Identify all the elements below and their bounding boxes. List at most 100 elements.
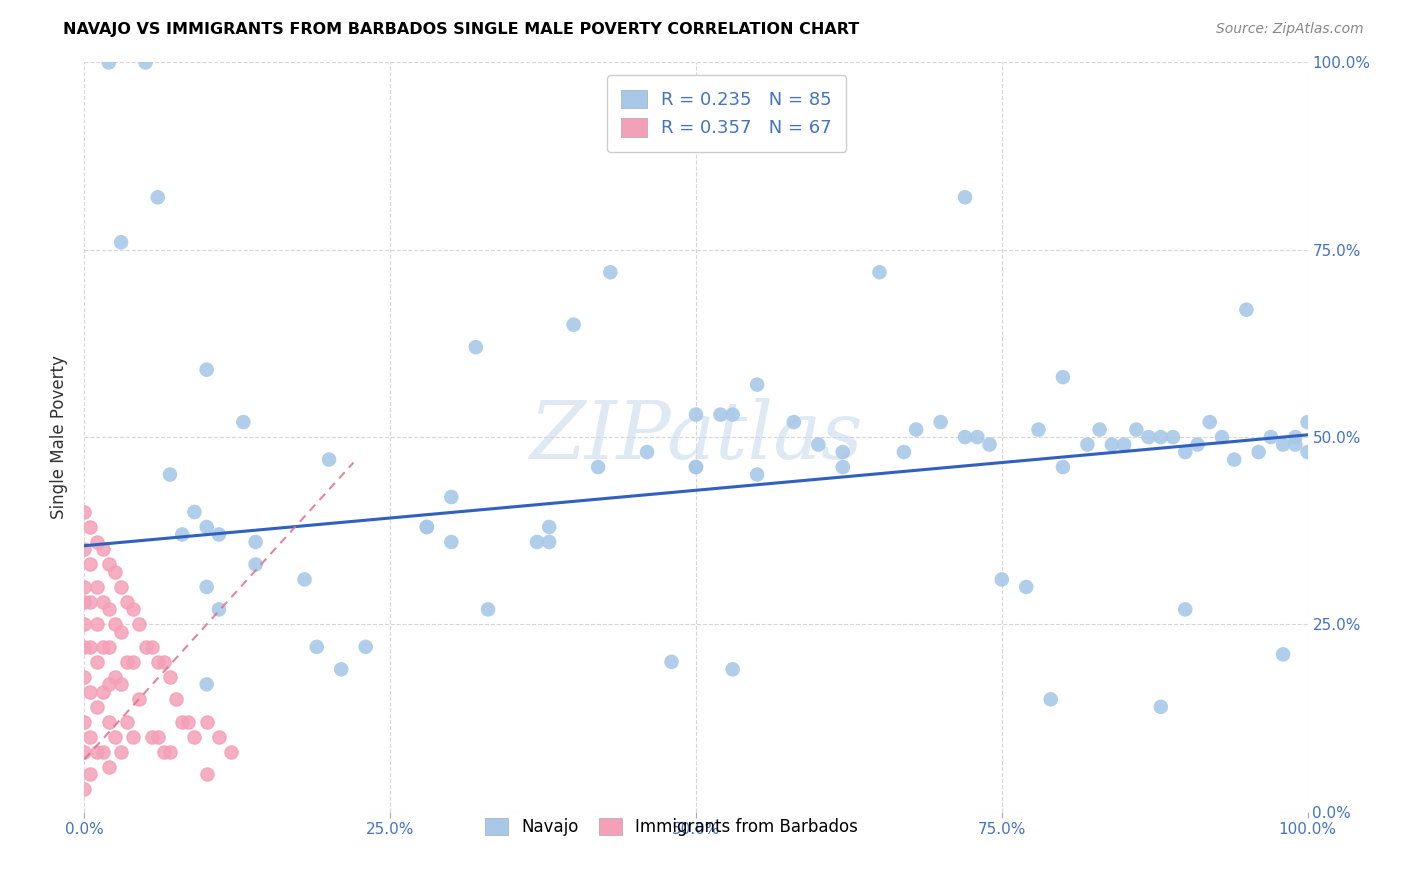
Point [783, 415, 806, 429]
Point [1272, 648, 1295, 662]
Point [91, 745, 114, 759]
Point [195, 767, 218, 781]
Point [1284, 437, 1306, 451]
Point [172, 527, 194, 541]
Point [115, 655, 138, 669]
Point [1260, 430, 1282, 444]
Point [807, 437, 830, 451]
Point [1088, 423, 1111, 437]
Point [831, 445, 853, 459]
Point [1223, 452, 1246, 467]
Point [477, 602, 499, 616]
Point [79, 595, 101, 609]
Point [586, 460, 609, 475]
Point [1101, 437, 1123, 451]
Point [122, 655, 145, 669]
Point [747, 467, 769, 482]
Point [721, 408, 744, 422]
Point [245, 558, 267, 572]
Point [195, 677, 218, 691]
Point [146, 190, 169, 204]
Point [538, 535, 561, 549]
Point [1272, 437, 1295, 451]
Point [354, 640, 377, 654]
Point [122, 602, 145, 616]
Point [73, 595, 96, 609]
Point [1150, 430, 1173, 444]
Point [91, 595, 114, 609]
Point [135, 55, 157, 70]
Point [115, 595, 138, 609]
Point [1284, 430, 1306, 444]
Point [97, 714, 120, 729]
Point [73, 714, 96, 729]
Point [183, 505, 205, 519]
Point [195, 580, 218, 594]
Point [97, 677, 120, 691]
Point [91, 685, 114, 699]
Point [97, 760, 120, 774]
Point [73, 542, 96, 557]
Point [110, 580, 132, 594]
Point [1211, 430, 1233, 444]
Point [905, 423, 928, 437]
Point [721, 662, 744, 676]
Point [122, 730, 145, 744]
Point [79, 640, 101, 654]
Point [1296, 415, 1319, 429]
Point [146, 730, 169, 744]
Point [195, 362, 218, 376]
Point [159, 467, 181, 482]
Point [110, 235, 132, 250]
Point [86, 580, 108, 594]
Point [1052, 370, 1074, 384]
Text: NAVAJO VS IMMIGRANTS FROM BARBADOS SINGLE MALE POVERTY CORRELATION CHART: NAVAJO VS IMMIGRANTS FROM BARBADOS SINGL… [63, 22, 859, 37]
Text: ZIPatlas: ZIPatlas [529, 399, 863, 475]
Point [141, 640, 163, 654]
Point [153, 655, 176, 669]
Point [128, 692, 150, 706]
Point [526, 535, 548, 549]
Point [1028, 423, 1050, 437]
Point [104, 565, 127, 579]
Point [97, 558, 120, 572]
Point [991, 573, 1014, 587]
Point [219, 745, 242, 759]
Point [747, 377, 769, 392]
Point [1247, 445, 1270, 459]
Point [165, 692, 187, 706]
Point [73, 505, 96, 519]
Point [440, 535, 463, 549]
Point [979, 437, 1001, 451]
Point [893, 445, 915, 459]
Point [159, 670, 181, 684]
Point [146, 655, 169, 669]
Point [110, 624, 132, 639]
Point [1236, 302, 1258, 317]
Point [79, 520, 101, 534]
Y-axis label: Single Male Poverty: Single Male Poverty [51, 355, 69, 519]
Point [153, 745, 176, 759]
Point [104, 670, 127, 684]
Point [330, 662, 353, 676]
Legend: Navajo, Immigrants from Barbados: Navajo, Immigrants from Barbados [477, 810, 866, 845]
Point [79, 730, 101, 744]
Point [110, 677, 132, 691]
Point [208, 527, 231, 541]
Point [661, 655, 683, 669]
Point [73, 670, 96, 684]
Point [1174, 445, 1197, 459]
Point [73, 745, 96, 759]
Point [599, 265, 621, 279]
Point [1198, 415, 1220, 429]
Point [1296, 445, 1319, 459]
Point [73, 617, 96, 632]
Point [79, 685, 101, 699]
Point [416, 520, 439, 534]
Point [416, 520, 439, 534]
Point [86, 655, 108, 669]
Point [195, 714, 218, 729]
Point [440, 490, 463, 504]
Point [1125, 423, 1147, 437]
Point [79, 558, 101, 572]
